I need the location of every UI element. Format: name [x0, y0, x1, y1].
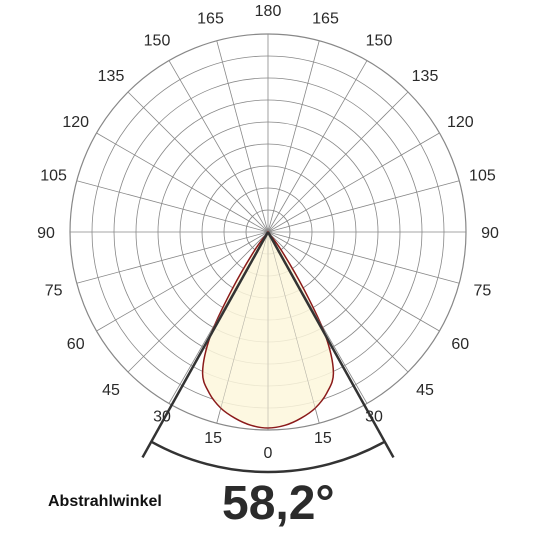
angle-label-right-120: 120 — [447, 114, 474, 131]
curve-overlay-spoke--45 — [127, 231, 269, 373]
angle-label-right-30: 30 — [365, 409, 383, 426]
grid-spoke-165 — [267, 40, 320, 233]
angle-label-left-75: 75 — [45, 283, 63, 300]
angle-label-right-90: 90 — [481, 225, 499, 242]
angle-label-left-105: 105 — [40, 168, 67, 185]
curve-overlay-spoke-15 — [267, 231, 320, 424]
angle-label-left-60: 60 — [67, 336, 85, 353]
curve-overlay-spoke-45 — [267, 231, 409, 373]
grid-spoke-60 — [267, 231, 440, 332]
beam-angle-arc — [150, 440, 386, 474]
angle-label-right-180: 180 — [255, 3, 282, 20]
beam-angle-value: 58,2° — [222, 477, 335, 530]
grid-spoke-225 — [127, 91, 269, 233]
angle-label-left-165: 165 — [197, 11, 224, 28]
angle-label-left-30: 30 — [153, 409, 171, 426]
angle-label-right-0: 0 — [264, 445, 273, 462]
grid-spoke-135 — [267, 91, 409, 233]
angle-label-right-105: 105 — [469, 168, 496, 185]
beam-angle-layer — [141, 231, 395, 474]
curve-overlay-spoke--15 — [216, 231, 269, 424]
beam-line-left — [141, 231, 270, 459]
angle-label-right-45: 45 — [416, 382, 434, 399]
angle-label-left-135: 135 — [98, 68, 125, 85]
grid-spoke-255 — [76, 180, 269, 233]
angle-label-right-135: 135 — [412, 68, 439, 85]
grid-spoke-300 — [96, 231, 269, 332]
angle-label-left-15: 15 — [204, 430, 222, 447]
beam-angle-caption: Abstrahlwinkel — [48, 493, 162, 510]
grid-spoke-75 — [267, 231, 460, 284]
angle-label-right-15: 15 — [314, 430, 332, 447]
angle-label-left-150: 150 — [144, 33, 171, 50]
angle-label-right-60: 60 — [451, 336, 469, 353]
angle-label-left-90: 90 — [37, 225, 55, 242]
angle-label-right-150: 150 — [366, 33, 393, 50]
grid-spoke-240 — [96, 132, 269, 233]
grid-spoke-285 — [76, 231, 269, 284]
grid-spoke-120 — [267, 132, 440, 233]
angle-label-left-120: 120 — [62, 114, 89, 131]
grid-spoke-195 — [216, 40, 269, 233]
grid-spoke-105 — [267, 180, 460, 233]
angle-label-right-75: 75 — [474, 283, 492, 300]
light-distribution-layer — [127, 230, 409, 430]
grid-spoke-150 — [267, 60, 368, 233]
angle-label-left-45: 45 — [102, 382, 120, 399]
beam-line-right — [266, 231, 395, 459]
grid-spoke-210 — [168, 60, 269, 233]
angle-label-right-165: 165 — [312, 11, 339, 28]
